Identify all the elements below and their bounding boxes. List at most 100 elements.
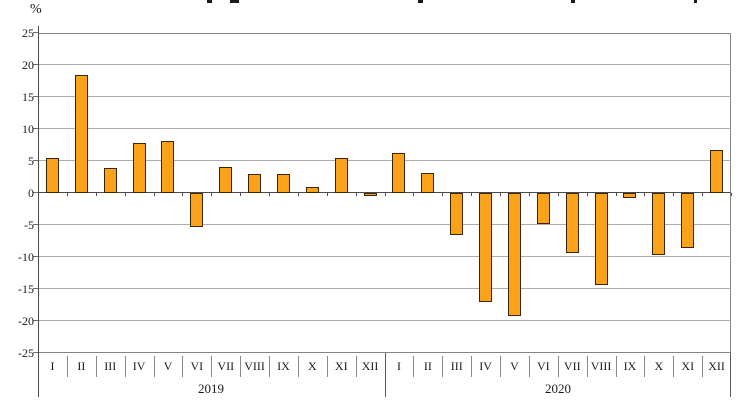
gridline-10 xyxy=(38,128,731,129)
month-separator xyxy=(95,356,97,377)
x-axis-month-label: XI xyxy=(681,358,695,373)
bar-2019-XII xyxy=(363,193,377,196)
y-axis-unit-label: % xyxy=(30,2,42,17)
y-axis-tick xyxy=(33,64,38,65)
y-axis-tick-label: -10 xyxy=(18,250,34,264)
x-axis-month-label: V xyxy=(510,358,519,373)
y-axis-tick-label: -15 xyxy=(18,282,34,296)
bar-2019-VI xyxy=(190,193,204,227)
month-separator xyxy=(644,356,646,377)
zero-line-tick xyxy=(413,193,415,196)
zero-line-tick xyxy=(731,193,732,196)
month-separator xyxy=(269,356,270,377)
x-axis-month-label: VII xyxy=(563,358,581,373)
y-axis-tick xyxy=(33,224,38,225)
x-axis-month-label: VI xyxy=(190,358,204,373)
month-separator xyxy=(413,356,415,377)
y-axis-tick xyxy=(33,96,38,97)
bar-2019-X xyxy=(305,186,319,193)
zero-line-tick xyxy=(211,193,213,196)
y-axis-tick-label: -25 xyxy=(18,346,34,360)
x-axis-month-label: XII xyxy=(361,358,379,373)
bar-2020-II xyxy=(421,173,435,193)
zero-line-tick xyxy=(702,193,704,196)
month-separator xyxy=(702,356,704,377)
bar-2020-III xyxy=(450,193,464,235)
bar-2020-XI xyxy=(681,193,695,248)
y-axis-tick-label: 10 xyxy=(22,122,34,136)
month-separator xyxy=(442,356,444,377)
y-axis-tick-label: 20 xyxy=(22,58,34,72)
month-separator xyxy=(557,356,559,377)
bar-2019-II xyxy=(74,75,88,193)
x-axis-month-label: X xyxy=(308,358,317,373)
bar-2020-XII xyxy=(710,149,724,193)
cropped-title-fragment xyxy=(571,0,575,3)
month-separator xyxy=(297,356,299,377)
x-axis-month-label: VIII xyxy=(590,358,612,373)
x-axis-month-label: VIII xyxy=(244,358,265,373)
zero-line-tick xyxy=(384,193,386,196)
x-axis-month-label: III xyxy=(450,358,463,373)
month-separator xyxy=(182,356,184,377)
y-axis-tick-label: -20 xyxy=(18,314,34,328)
zero-line-tick xyxy=(269,193,270,196)
y-axis-tick xyxy=(33,288,38,289)
month-separator xyxy=(615,356,617,377)
bar-2019-IX xyxy=(276,173,290,193)
zero-line-tick xyxy=(557,193,559,196)
y-axis-tick-label: -5 xyxy=(24,218,34,232)
y-axis-tick-label: 25 xyxy=(22,26,34,40)
year-label-2020: 2020 xyxy=(545,381,571,396)
x-axis-month-label: III xyxy=(104,358,117,373)
x-axis-month-label: I xyxy=(396,358,401,373)
bar-2020-VI xyxy=(536,193,550,224)
gridline-20 xyxy=(38,64,731,65)
x-axis-month-label: IX xyxy=(277,358,290,373)
bar-2019-IV xyxy=(132,143,146,193)
bar-2019-VII xyxy=(219,166,233,193)
bar-2019-V xyxy=(161,141,175,193)
zero-axis-line xyxy=(38,192,731,193)
bar-2020-I xyxy=(392,153,406,193)
y-axis-tick xyxy=(33,128,38,129)
gridline-15 xyxy=(38,96,731,97)
month-separator xyxy=(326,356,328,377)
zero-line-tick xyxy=(297,193,299,196)
y-axis-tick xyxy=(33,192,38,193)
zero-line-tick xyxy=(442,193,444,196)
gridline--5 xyxy=(38,224,731,225)
x-axis-month-label: V xyxy=(163,358,173,373)
cropped-title-fragment xyxy=(230,0,239,3)
bar-2020-V xyxy=(507,193,521,316)
zero-line-tick xyxy=(66,193,68,196)
y-axis-tick-label: 15 xyxy=(22,90,34,104)
x-axis-month-label: VI xyxy=(537,358,550,373)
month-separator xyxy=(240,356,242,377)
x-axis-month-label: X xyxy=(654,358,664,373)
cropped-title-fragment xyxy=(207,0,212,3)
gridline--15 xyxy=(38,288,731,289)
zero-line-tick xyxy=(528,193,530,196)
y-axis-tick xyxy=(33,352,38,353)
month-separator xyxy=(500,356,501,377)
bar-2020-VII xyxy=(565,193,579,253)
month-separator xyxy=(673,356,675,377)
bar-2020-IV xyxy=(479,193,493,303)
bar-2019-III xyxy=(103,168,117,193)
bar-2020-IX xyxy=(623,193,637,198)
month-separator xyxy=(528,356,530,377)
zero-line-tick xyxy=(586,193,588,196)
gridline-5 xyxy=(38,160,731,161)
x-axis-month-label: I xyxy=(50,358,55,373)
zero-line-tick xyxy=(124,193,126,196)
month-separator xyxy=(471,356,473,377)
bar-2019-XI xyxy=(334,157,348,193)
gridline--20 xyxy=(38,320,731,321)
zero-line-tick xyxy=(471,193,473,196)
month-separator xyxy=(66,356,68,377)
zero-line-tick xyxy=(673,193,675,196)
y-axis-tick xyxy=(33,256,38,257)
zero-line-tick xyxy=(500,193,501,196)
